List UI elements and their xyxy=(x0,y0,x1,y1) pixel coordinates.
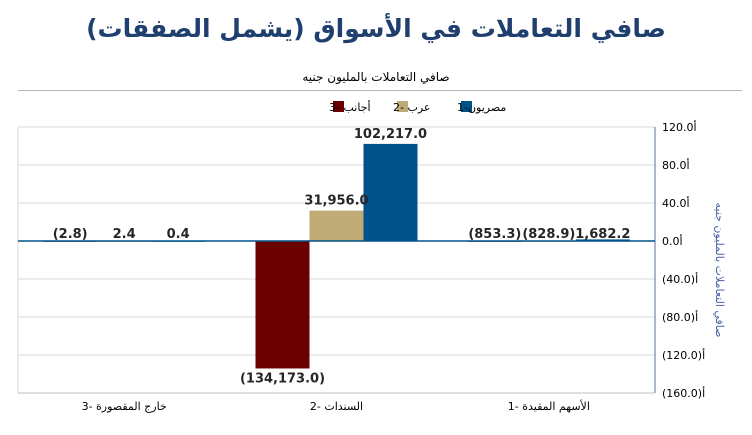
y-axis-ticks: 120.0أ 80.0أ 40.0أ 0.0أ (40.0)أ (80.0)أ (120.0… xyxy=(662,120,705,400)
data-labels: 1,682.2(828.9)(853.3) 102,217.0 31,956.0 (1… xyxy=(53,127,631,387)
y-axis-label: صافي التعاملات بالمليون جنيه xyxy=(713,203,726,338)
legend-label: مصريون-1 xyxy=(457,101,506,114)
bar-3-2 xyxy=(255,241,310,369)
data-label: 2.4 xyxy=(113,227,136,242)
legend-swatch-2 xyxy=(397,101,408,112)
y-tick-label: 120.0أ xyxy=(662,120,697,134)
data-label: 0.4 xyxy=(167,227,190,242)
y-tick-label: (40.0)أ xyxy=(662,272,698,286)
data-label: (828.9) xyxy=(522,227,575,242)
legend: مصريون-1 عرب -2 أجانب -3 xyxy=(329,100,506,114)
y-tick-label: 0.0أ xyxy=(662,234,683,248)
data-label: 1,682.2 xyxy=(575,227,630,242)
title-divider xyxy=(18,90,742,91)
category-label: السندات -2 xyxy=(310,400,363,413)
bar-1-1 xyxy=(575,239,630,241)
x-axis-categories: الأسهم المقيدة -1 السندات -2 خارج المقصورة… xyxy=(82,399,590,413)
bar-2-2 xyxy=(309,210,364,241)
chart-title: صافي التعاملات بالمليون جنيه xyxy=(302,70,450,84)
y-tick-label: 80.0أ xyxy=(662,158,690,172)
y-tick-label: (120.0)أ xyxy=(662,348,705,362)
data-label: (853.3) xyxy=(468,227,521,242)
plot-border xyxy=(17,127,656,394)
data-label: 31,956.0 xyxy=(304,194,368,209)
legend-label: عرب -2 xyxy=(393,101,430,114)
bar-1-2 xyxy=(363,143,418,241)
page-title: صافي التعاملات في الأسواق (يشمل الصفقات) xyxy=(86,14,666,43)
bar-marks xyxy=(43,143,630,369)
category-label: الأسهم المقيدة -1 xyxy=(508,399,590,413)
category-label: خارج المقصورة -3 xyxy=(82,400,167,413)
legend-swatch-1 xyxy=(461,101,472,112)
data-label: 102,217.0 xyxy=(354,127,427,142)
data-label: (2.8) xyxy=(53,227,88,242)
y-tick-label: 40.0أ xyxy=(662,196,690,210)
data-label: (134,173.0) xyxy=(240,371,325,386)
legend-label: أجانب -3 xyxy=(329,100,371,114)
y-tick-label: (80.0)أ xyxy=(662,310,698,324)
y-tick-label: (160.0)أ xyxy=(662,386,705,400)
legend-swatch-3 xyxy=(333,101,344,112)
gridlines xyxy=(18,126,655,394)
